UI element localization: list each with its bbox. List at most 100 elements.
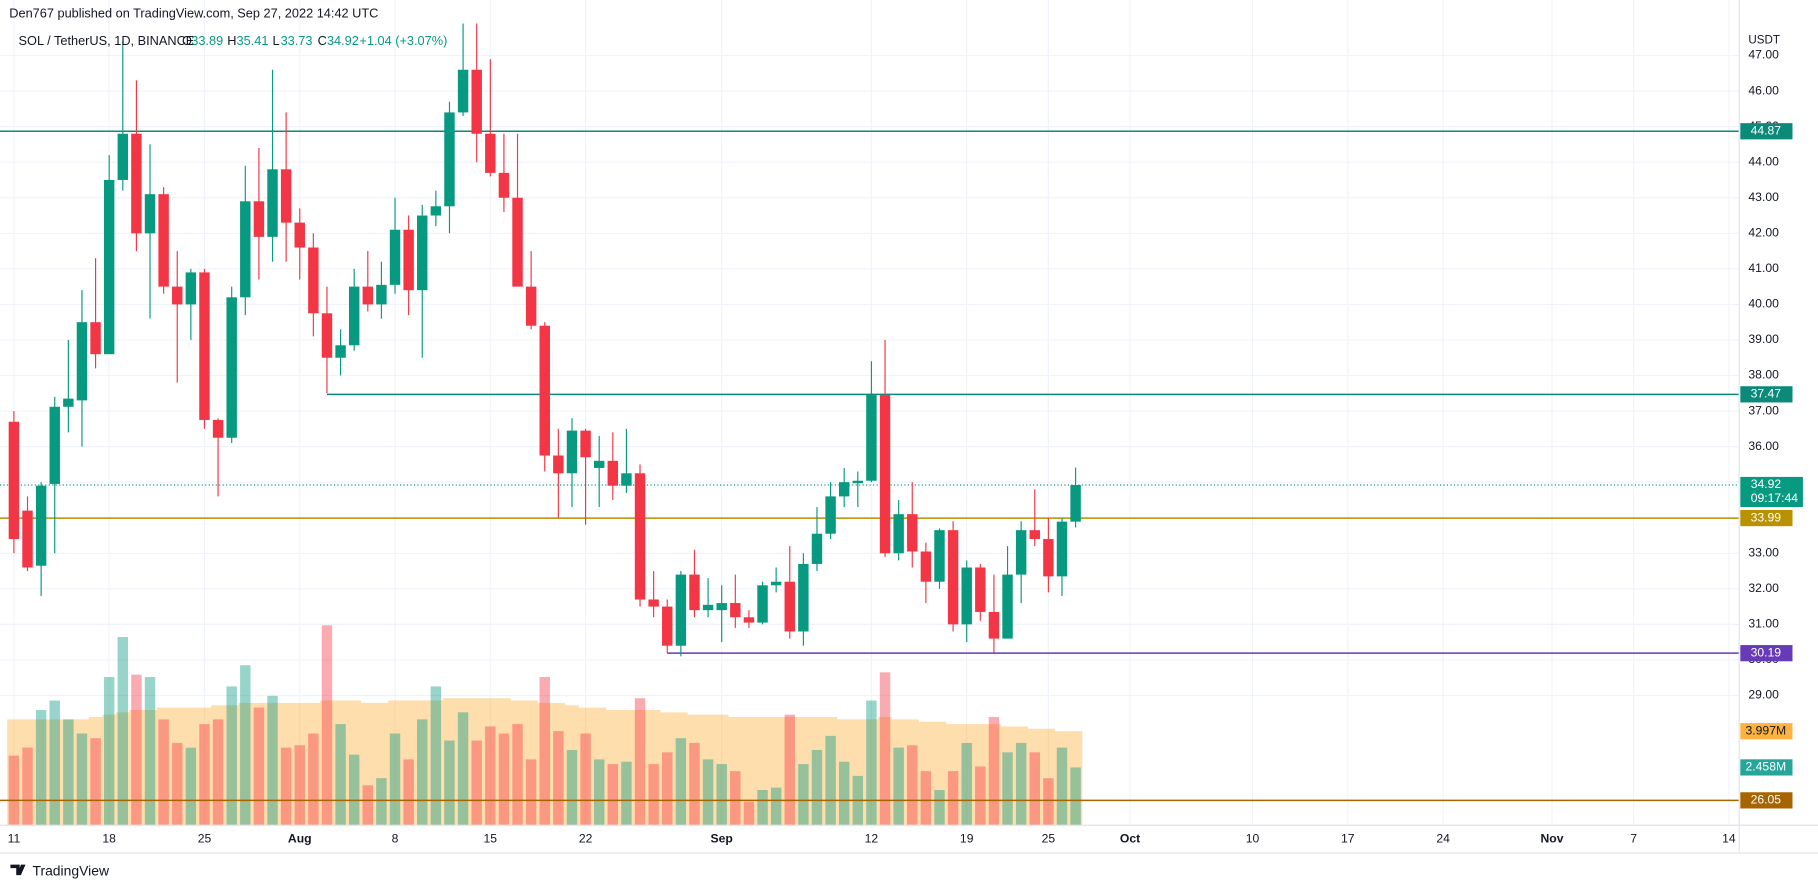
x-tick-label: 7 bbox=[1630, 831, 1637, 845]
candle-body bbox=[1015, 530, 1027, 575]
volume-bar bbox=[512, 724, 523, 826]
level-label: 30.19 bbox=[1751, 645, 1782, 659]
volume-bar bbox=[63, 719, 74, 826]
volume-bar bbox=[961, 742, 972, 826]
level-label-bg bbox=[1740, 792, 1793, 809]
candle-body bbox=[362, 286, 374, 305]
volume-bar bbox=[444, 740, 455, 826]
volume-bar bbox=[226, 686, 237, 826]
candle-body bbox=[730, 603, 741, 618]
candle-body bbox=[634, 473, 646, 600]
volume-label-bg bbox=[1740, 759, 1793, 776]
candle-body bbox=[1056, 521, 1068, 577]
logo bbox=[10, 864, 26, 876]
y-tick-label: 42.00 bbox=[1748, 226, 1779, 240]
candle-body bbox=[321, 313, 333, 358]
volume-bar bbox=[498, 733, 510, 826]
volume-bar bbox=[648, 764, 659, 826]
x-tick-label: 10 bbox=[1246, 831, 1260, 845]
x-tick-label: 25 bbox=[198, 831, 212, 845]
candle-body bbox=[893, 514, 904, 554]
volume-bar bbox=[430, 686, 442, 826]
volume-bar bbox=[675, 738, 687, 826]
volume-bar bbox=[920, 771, 932, 826]
candle-body bbox=[648, 599, 659, 607]
candle-body bbox=[185, 272, 197, 305]
candle-body bbox=[961, 567, 972, 625]
candle-body bbox=[907, 514, 918, 552]
x-tick-label: 24 bbox=[1436, 831, 1450, 845]
volume-ma bbox=[7, 698, 1083, 826]
ohlc-label: L bbox=[272, 33, 279, 48]
candle-body bbox=[144, 194, 156, 234]
candle-body bbox=[63, 398, 74, 407]
candle-body bbox=[811, 533, 823, 564]
x-tick-label: 17 bbox=[1341, 831, 1355, 845]
candle-body bbox=[757, 585, 768, 623]
candle-body bbox=[852, 480, 864, 484]
symbol: SOL / TetherUS, 1D, BINANCE bbox=[19, 33, 195, 48]
volume-bar bbox=[743, 801, 755, 826]
candle-body bbox=[716, 603, 727, 611]
ohlc-value: 34.92 bbox=[327, 33, 359, 48]
candle-body bbox=[376, 284, 387, 305]
candle-body bbox=[308, 247, 319, 314]
volume-bar bbox=[1070, 767, 1081, 826]
candle-body bbox=[35, 485, 47, 566]
x-tick-label: 19 bbox=[960, 831, 974, 845]
level-label-bg bbox=[1740, 509, 1793, 527]
candle-body bbox=[348, 286, 360, 346]
y-tick-label: 46.00 bbox=[1748, 83, 1779, 97]
change: +1.04 (+3.07%) bbox=[359, 33, 447, 48]
candle-body bbox=[403, 229, 414, 291]
volume-ma-label-bg bbox=[1740, 723, 1793, 740]
volume-bar bbox=[35, 709, 47, 826]
candle-body bbox=[485, 133, 496, 173]
volume-bar bbox=[770, 787, 782, 826]
volume-bar bbox=[539, 677, 550, 826]
volume-bar bbox=[267, 695, 278, 826]
volume-bar bbox=[947, 771, 959, 826]
volume-bar bbox=[607, 764, 619, 826]
x-tick-label: 12 bbox=[865, 831, 879, 845]
volume-bar bbox=[784, 714, 795, 826]
level-label-bg bbox=[1740, 645, 1793, 662]
candle-body bbox=[675, 574, 687, 646]
volume-bar bbox=[199, 724, 210, 826]
volume-bar bbox=[1002, 752, 1013, 826]
y-tick-label: 29.00 bbox=[1748, 688, 1779, 702]
x-tick-label: 22 bbox=[579, 831, 593, 845]
volume-bar bbox=[593, 759, 605, 826]
volume-bar bbox=[362, 785, 374, 826]
candle-body bbox=[172, 286, 183, 305]
candle-body bbox=[1002, 574, 1013, 639]
candle-body bbox=[294, 222, 305, 248]
volume-bar bbox=[975, 766, 986, 826]
candle-body bbox=[866, 395, 877, 481]
candle-body bbox=[444, 112, 455, 207]
candle-body bbox=[103, 179, 115, 355]
volume-bar bbox=[798, 764, 809, 826]
x-tick-label: 25 bbox=[1042, 831, 1056, 845]
volume-bar bbox=[294, 745, 305, 826]
candle-body bbox=[838, 482, 850, 497]
y-tick-label: 40.00 bbox=[1748, 297, 1779, 311]
candle-body bbox=[199, 272, 210, 420]
volume-label: 2.458M bbox=[1746, 760, 1787, 774]
levels bbox=[0, 130, 1740, 802]
candle-body bbox=[743, 617, 755, 623]
level-label: 37.47 bbox=[1751, 387, 1782, 401]
x-tick-label: 15 bbox=[484, 831, 498, 845]
candle-body bbox=[1070, 485, 1081, 522]
price-label-bg bbox=[1740, 476, 1803, 508]
volume-bar bbox=[662, 752, 673, 826]
candle-body bbox=[621, 473, 632, 486]
candle-body bbox=[158, 194, 169, 287]
volume-pane bbox=[7, 625, 1083, 826]
candles bbox=[8, 23, 1081, 657]
candle-body bbox=[553, 455, 564, 474]
footer: TradingView bbox=[32, 862, 109, 878]
volume-bar bbox=[988, 717, 1000, 826]
volume-bar bbox=[335, 724, 346, 826]
